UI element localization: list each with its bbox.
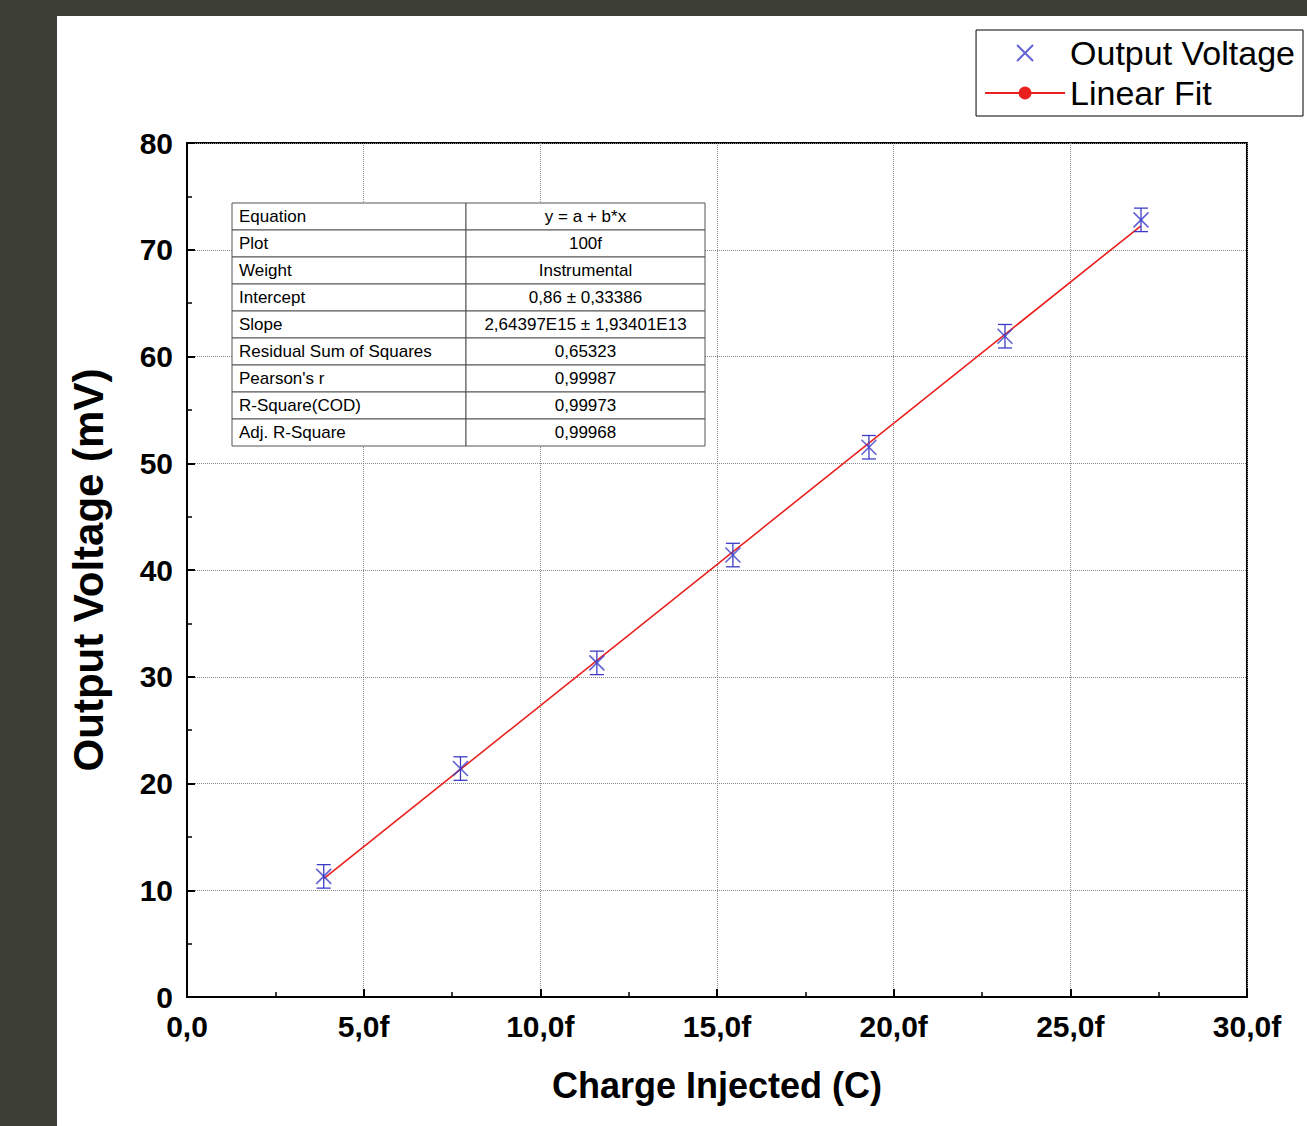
svg-text:25,0f: 25,0f xyxy=(1036,1010,1105,1043)
svg-text:0,99973: 0,99973 xyxy=(555,396,616,415)
svg-text:Slope: Slope xyxy=(239,315,282,334)
svg-text:10: 10 xyxy=(140,874,173,907)
svg-text:2,64397E15 ± 1,93401E13: 2,64397E15 ± 1,93401E13 xyxy=(484,315,686,334)
svg-text:0,0: 0,0 xyxy=(166,1010,208,1043)
svg-text:Linear Fit: Linear Fit xyxy=(1070,74,1212,112)
svg-text:0,99968: 0,99968 xyxy=(555,423,616,442)
svg-text:Charge Injected (C): Charge Injected (C) xyxy=(552,1065,882,1106)
svg-text:Weight: Weight xyxy=(239,261,292,280)
svg-text:20: 20 xyxy=(140,767,173,800)
svg-text:30: 30 xyxy=(140,660,173,693)
svg-text:80: 80 xyxy=(140,127,173,160)
svg-text:Instrumental: Instrumental xyxy=(539,261,633,280)
svg-text:Output Voltage: Output Voltage xyxy=(1070,34,1295,72)
svg-text:Residual Sum of Squares: Residual Sum of Squares xyxy=(239,342,432,361)
svg-text:Equation: Equation xyxy=(239,207,306,226)
svg-text:60: 60 xyxy=(140,340,173,373)
svg-text:0,99987: 0,99987 xyxy=(555,369,616,388)
svg-text:y = a + b*x: y = a + b*x xyxy=(545,207,627,226)
svg-text:Intercept: Intercept xyxy=(239,288,305,307)
svg-text:70: 70 xyxy=(140,233,173,266)
svg-text:Plot: Plot xyxy=(239,234,269,253)
svg-text:0: 0 xyxy=(156,980,173,1014)
svg-text:100f: 100f xyxy=(569,234,602,253)
svg-text:20,0f: 20,0f xyxy=(859,1010,928,1043)
svg-text:Adj. R-Square: Adj. R-Square xyxy=(239,423,346,442)
svg-text:15,0f: 15,0f xyxy=(683,1010,752,1043)
svg-text:Output Voltage (mV): Output Voltage (mV) xyxy=(65,369,112,772)
svg-text:10,0f: 10,0f xyxy=(506,1010,575,1043)
svg-text:5,0f: 5,0f xyxy=(338,1010,391,1043)
svg-text:Pearson's r: Pearson's r xyxy=(239,369,325,388)
svg-text:40: 40 xyxy=(140,554,173,587)
svg-text:0,86 ± 0,33386: 0,86 ± 0,33386 xyxy=(529,288,642,307)
svg-text:R-Square(COD): R-Square(COD) xyxy=(239,396,361,415)
svg-text:50: 50 xyxy=(140,447,173,480)
svg-text:30,0f: 30,0f xyxy=(1213,1010,1282,1043)
svg-text:0,65323: 0,65323 xyxy=(555,342,616,361)
